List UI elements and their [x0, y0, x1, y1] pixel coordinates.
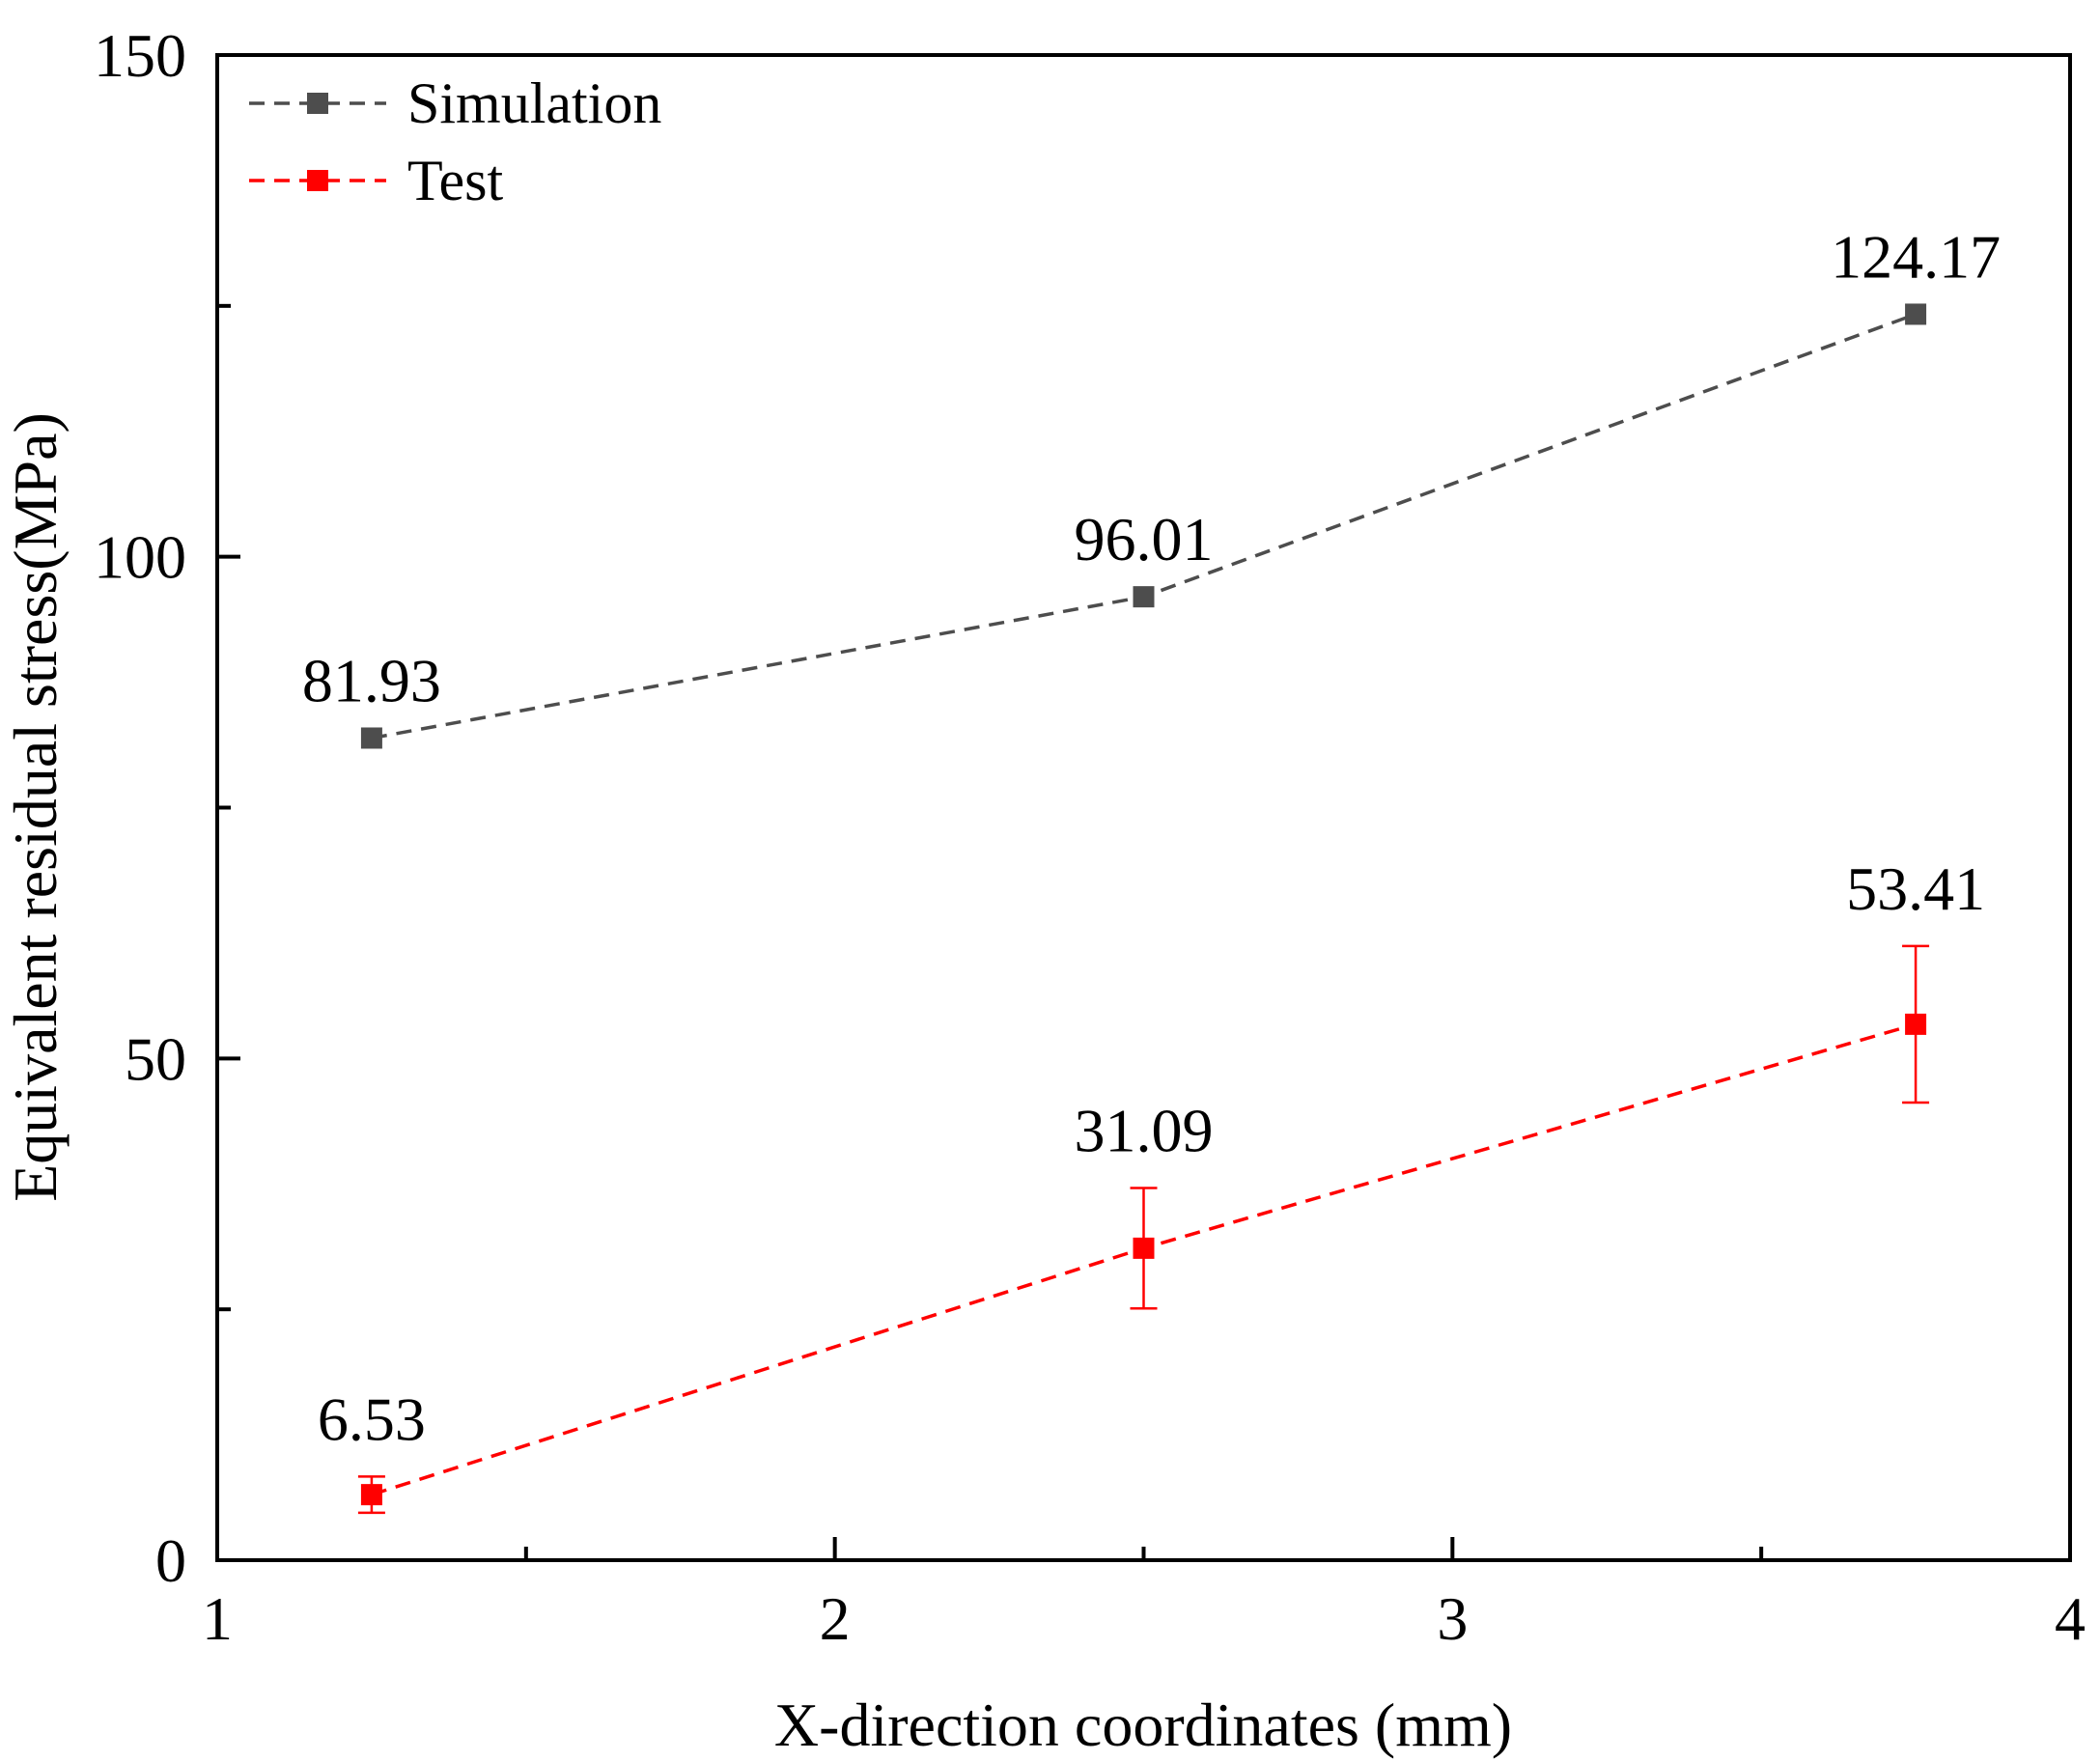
test-data-label: 31.09: [1075, 1097, 1214, 1165]
simulation-point: [1905, 303, 1927, 325]
y-tick-label: 100: [94, 523, 186, 592]
simulation-legend-label: Simulation: [407, 71, 661, 135]
test-point: [1905, 1013, 1927, 1035]
y-axis-title: Equivalent residual stress(MPa): [1, 412, 70, 1202]
simulation-point: [360, 727, 382, 749]
plot-frame: [215, 53, 2072, 1562]
axes-layer: 1 2 3 4 0 50 100 150: [94, 21, 2086, 1653]
y-tick-label: 150: [94, 21, 186, 90]
x-tick-label: 4: [2055, 1584, 2086, 1653]
x-tick-label: 2: [820, 1584, 851, 1653]
test-data-label: 53.41: [1846, 854, 1985, 923]
y-tick-label: 50: [125, 1024, 186, 1093]
test-point: [360, 1484, 382, 1506]
test-data-label: 6.53: [318, 1384, 426, 1453]
x-tick-label: 3: [1437, 1584, 1468, 1653]
x-tick-label: 1: [202, 1584, 233, 1653]
simulation-data-label: 96.01: [1075, 505, 1214, 573]
y-tick-label: 0: [155, 1526, 186, 1595]
x-axis-title: X-direction coordinates (mm): [774, 1691, 1512, 1759]
simulation-data-label: 81.93: [302, 646, 441, 714]
test-legend-label: Test: [407, 149, 503, 212]
simulation-data-label: 124.17: [1831, 222, 2001, 291]
simulation-legend-marker: [307, 93, 328, 114]
plot-layer: 81.93 96.01 124.17 6.53 31.09 53.41: [302, 222, 2001, 1515]
legend: Simulation Test: [249, 71, 661, 212]
simulation-point: [1133, 586, 1155, 608]
test-legend-marker: [307, 170, 328, 191]
test-point: [1133, 1237, 1155, 1259]
